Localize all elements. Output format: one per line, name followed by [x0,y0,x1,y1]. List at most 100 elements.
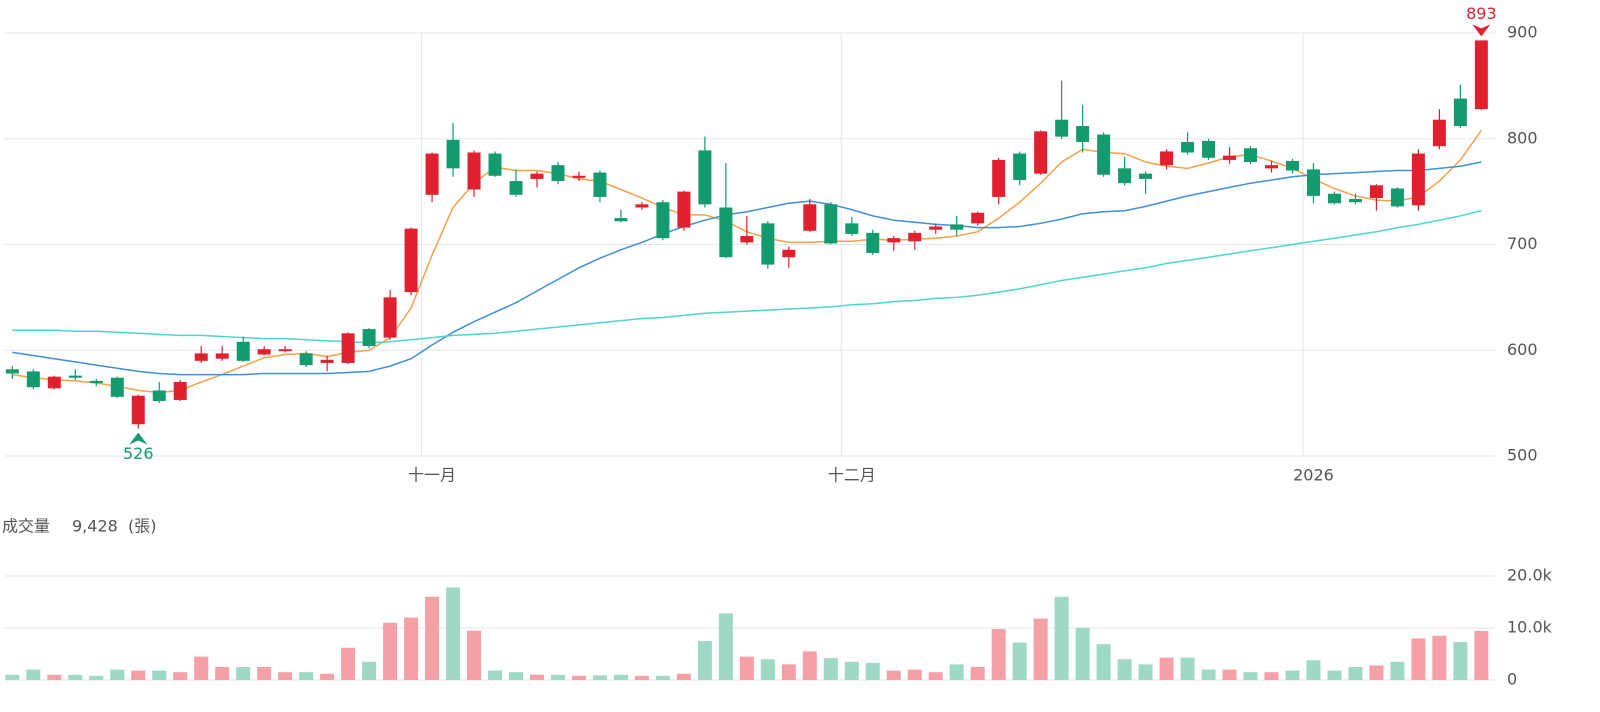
y-tick-label: 800 [1507,128,1538,147]
candle-body [173,381,187,400]
volume-bar [1327,670,1342,680]
volume-bar [1432,635,1447,680]
volume-bar [299,672,314,680]
candle-body [1306,169,1320,196]
y-tick-label: 20.0k [1507,566,1553,585]
volume-bar [341,647,356,680]
candle-body [467,152,481,190]
volume-latest: 9,428 [72,517,118,536]
volume-bar [1411,638,1426,680]
candle-body [1034,131,1048,174]
candle-body [782,249,796,258]
volume-bar [949,664,964,680]
candle-body [950,224,964,230]
candle-body [740,236,754,243]
volume-bar [1180,657,1195,680]
volume-bar [1012,642,1027,680]
candle-body [719,207,733,258]
volume-bar [823,658,838,680]
candle-body [362,329,376,347]
candle-body [698,150,712,205]
candle-body [761,223,775,265]
volume-bar [68,674,83,680]
volume-bar [1075,628,1090,680]
volume-bar [1264,672,1279,680]
candle-body [110,377,124,397]
volume-bar [446,587,461,680]
volume-bar [320,673,335,680]
x-tick-label: 十二月 [828,466,876,485]
candle-body [5,369,19,374]
candle-body [278,349,292,352]
candle-body [929,226,943,230]
candle-body [908,232,922,242]
candle-body [152,390,166,402]
y-tick-label: 0 [1507,670,1517,689]
candle-body [404,228,418,293]
volume-bar [383,622,398,680]
candle-body [1453,98,1467,127]
candle-body [1160,151,1174,166]
volume-bar [739,656,754,680]
y-tick-label: 600 [1507,340,1538,359]
candle-body [572,175,586,178]
candle-body [1348,199,1362,203]
candle-body [971,212,985,224]
y-tick-label: 700 [1507,234,1538,253]
volume-bar [655,675,670,680]
volume-bar [257,667,272,680]
volume-bar [1117,659,1132,680]
volume-bar [89,675,104,680]
volume-bar [697,641,712,680]
volume-bar [529,674,544,680]
candle-body [656,202,670,239]
volume-bar [194,656,209,680]
y-tick-label: 500 [1507,446,1538,465]
volume-bar [1306,660,1321,680]
candle-body [1013,153,1027,180]
volume-bar [1159,657,1174,680]
candle-body [677,191,691,228]
volume-bar [236,667,251,680]
candle-body [236,341,250,361]
candle-body [320,359,334,363]
candle-body [1474,40,1488,110]
volume-bar [1054,596,1069,680]
volume-bar [634,675,649,680]
candle-body [446,139,460,169]
x-tick-label: 2026 [1293,466,1334,485]
volume-bar [718,613,733,680]
candle-body [509,181,523,195]
y-tick-label: 900 [1507,23,1538,42]
candle-body [215,353,229,359]
volume-bar [173,672,188,680]
candle-body [1097,134,1111,175]
volume-bar [5,674,20,680]
candle-body [1118,168,1132,184]
volume-bar [1348,667,1363,680]
high-marker [1472,24,1491,37]
volume-bar [425,596,440,680]
candle-body [488,153,502,176]
volume-bar [592,675,607,680]
candle-body [866,232,880,253]
volume-unit: (張) [128,517,157,536]
volume-bar [613,674,628,680]
candle-body [68,375,82,378]
candle-body [1327,193,1341,204]
candle-body [425,153,439,195]
volume-bar [278,672,293,680]
volume-bar [1243,672,1258,680]
volume-bar [571,675,586,680]
volume-bar [1033,618,1048,680]
candle-body [551,165,565,182]
volume-bar [991,629,1006,680]
candle-body [1411,153,1425,206]
low-label: 526 [123,444,154,463]
volume-bar [488,670,503,680]
candle-body [1432,119,1446,147]
moving-average-line [12,209,1482,344]
candle-body [1139,173,1153,179]
